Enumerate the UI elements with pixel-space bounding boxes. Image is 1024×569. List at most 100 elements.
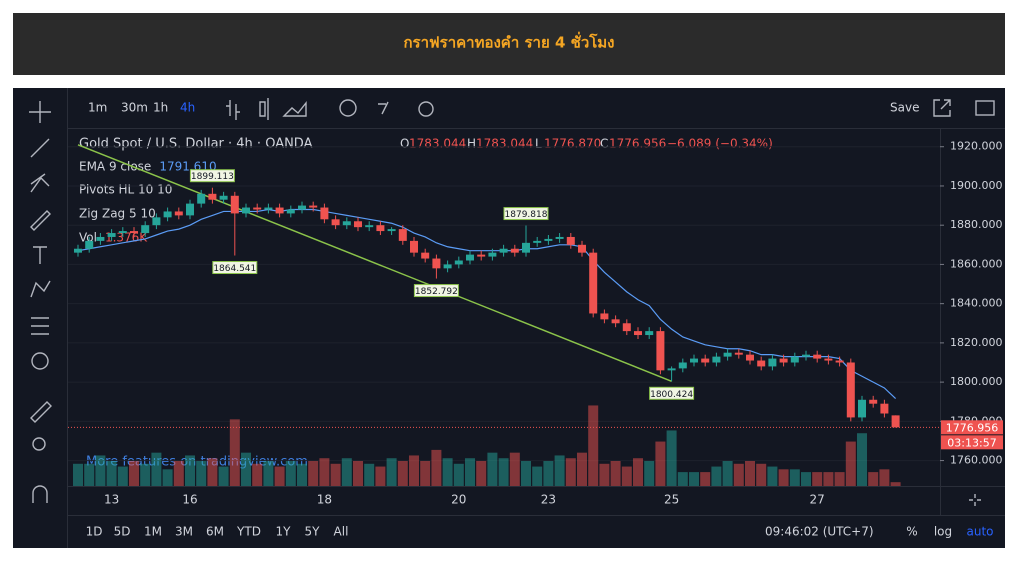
candle-body [858,399,866,418]
scale-option[interactable]: % [906,525,917,539]
candle-body [264,207,273,210]
y-tick-label: 1760.000 [950,454,1003,467]
area-style[interactable] [282,101,307,117]
ohlc-value: 1783.044 [409,137,466,151]
range-button[interactable]: 3M [175,525,193,539]
candle-body [712,356,721,363]
volume-bar [140,463,151,486]
volume-bar [285,461,296,486]
pivot-box [649,386,695,400]
volume-bar [834,472,845,486]
candle-body [186,203,194,216]
indicators-button[interactable] [339,99,357,117]
volume-bar [95,455,106,486]
candle-body [600,313,609,320]
candle-body [174,211,183,216]
volume-bar [677,472,688,486]
settings-button[interactable] [969,494,981,506]
countdown-label: 03:13:57 [947,436,996,449]
volume-bar [823,472,834,486]
range-button[interactable]: 5Y [305,525,321,539]
bar-style[interactable] [226,100,240,120]
volume-bar [532,466,543,486]
volume-bar [543,461,554,486]
measure-tool[interactable] [30,401,52,423]
candle-style[interactable] [259,98,269,120]
interval-button[interactable]: 1h [153,101,168,115]
candle-body [152,217,161,226]
volume-bar [711,466,722,486]
candle-body [454,260,463,265]
zoom-tool[interactable] [32,437,46,451]
candle-body [141,225,150,234]
x-tick-label: 25 [664,493,679,507]
volume-bar [196,461,207,486]
interval-button[interactable]: 4h [180,101,195,115]
candle-body [566,236,575,245]
volume-bar [554,455,565,486]
save-button[interactable]: Save [890,101,919,115]
magnet-tool[interactable] [32,485,48,503]
scale-option[interactable]: log [934,525,952,539]
volume-bar [151,452,162,486]
x-tick-label: 13 [104,493,119,507]
countdown-box [941,435,1003,450]
screenshot-button[interactable] [975,100,995,116]
pattern-tool[interactable] [30,280,51,298]
range-button[interactable]: 5D [114,525,131,539]
scale-option[interactable]: auto [966,525,993,539]
volume-bar [252,463,263,486]
volume-bar [789,469,800,486]
prediction-tool[interactable] [31,317,49,335]
candle-body [813,354,822,359]
volume-bar [700,472,711,486]
candle-body [410,240,418,253]
pivot-box [413,284,459,298]
interval-button[interactable]: 30m [121,101,148,115]
volume-bar [845,441,856,486]
pivot-label: 1899.113 [191,172,234,182]
range-button[interactable]: 1D [86,525,103,539]
volume-bar [633,458,643,486]
candle-body [96,236,105,241]
volume-bar [409,455,419,486]
text-tool[interactable] [33,246,47,264]
brush-tool[interactable] [30,210,51,231]
range-button[interactable]: 1M [144,525,162,539]
emoji-tool[interactable] [31,352,49,370]
top-icons [226,98,995,506]
alert-button[interactable] [418,101,434,117]
volume-bar [801,472,811,486]
volume-bar [756,463,767,486]
volume-bar [588,405,599,486]
fullscreen-button[interactable] [933,99,951,117]
candle-body [298,205,306,210]
candle-body [578,244,586,253]
range-button[interactable]: YTD [236,525,261,539]
candle-body [443,264,452,269]
candle-body [107,233,116,237]
range-button[interactable]: 1Y [276,525,292,539]
candle-body [555,236,564,239]
range-button[interactable]: 6M [206,525,224,539]
trendline-tool[interactable] [30,138,50,158]
candle-body [365,225,374,228]
interval-button[interactable]: 1m [88,101,107,115]
candle-body [230,195,239,214]
candle-body [656,331,665,371]
x-tick-label: 16 [182,493,197,507]
clock: 09:46:02 (UTC+7) [765,525,874,539]
volume-bar [812,472,823,486]
indicator-name: Pivots HL 10 10 [79,183,172,197]
candle-body [746,354,754,361]
crosshair-tool[interactable] [29,101,51,123]
pivot-label: 1852.792 [415,287,458,297]
fx-button[interactable] [378,101,389,115]
candle-body [286,209,295,214]
volume-bar [319,458,330,486]
fib-tool[interactable] [30,173,50,193]
range-button[interactable]: All [334,525,349,539]
volume-bar [386,458,397,486]
candle-body [477,254,486,257]
price-label: 1776.956 [946,421,999,434]
